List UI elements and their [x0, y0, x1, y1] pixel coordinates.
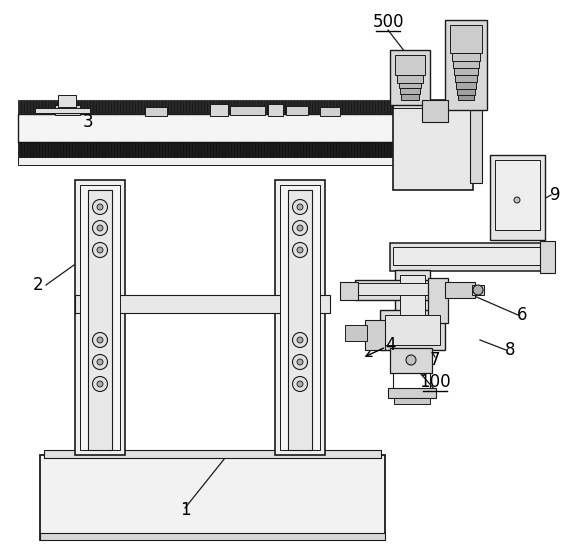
Bar	[390, 243, 545, 271]
Bar	[397, 75, 423, 83]
Bar	[456, 82, 476, 89]
Bar	[280, 185, 320, 450]
Circle shape	[93, 242, 107, 257]
Circle shape	[292, 376, 308, 391]
Circle shape	[297, 247, 303, 253]
Bar	[40, 455, 385, 540]
Bar	[18, 114, 418, 142]
Circle shape	[97, 247, 103, 253]
Bar	[380, 310, 445, 350]
Text: 7: 7	[430, 351, 440, 369]
Circle shape	[97, 204, 103, 210]
Bar	[340, 282, 358, 300]
Bar	[428, 278, 448, 323]
Bar	[393, 247, 541, 265]
Bar	[455, 75, 477, 82]
Circle shape	[97, 359, 103, 365]
Circle shape	[292, 221, 308, 236]
Bar	[458, 95, 474, 100]
Text: 3: 3	[83, 113, 93, 131]
Text: 4: 4	[384, 336, 395, 354]
Bar	[18, 100, 418, 114]
Bar	[470, 108, 482, 183]
Bar	[286, 106, 308, 115]
Bar	[75, 295, 330, 313]
Bar	[457, 89, 475, 95]
Bar	[275, 180, 325, 455]
Bar	[58, 95, 76, 107]
Circle shape	[97, 337, 103, 343]
Bar	[44, 450, 381, 458]
Text: 1: 1	[180, 501, 190, 519]
Bar	[450, 25, 482, 53]
Bar	[472, 285, 484, 295]
Circle shape	[93, 200, 107, 215]
Bar	[40, 533, 385, 540]
Bar	[288, 190, 312, 450]
Circle shape	[292, 242, 308, 257]
Bar	[445, 20, 487, 110]
Bar	[358, 283, 430, 295]
Bar	[400, 88, 420, 94]
Circle shape	[93, 376, 107, 391]
Bar	[540, 241, 555, 273]
Bar	[145, 107, 167, 116]
Bar	[355, 280, 435, 300]
Bar	[399, 83, 421, 88]
Circle shape	[297, 204, 303, 210]
Circle shape	[297, 359, 303, 365]
Bar	[400, 275, 425, 330]
Bar	[35, 108, 90, 113]
Text: 100: 100	[419, 373, 451, 391]
Bar	[490, 155, 545, 240]
Circle shape	[292, 332, 308, 348]
Circle shape	[97, 381, 103, 387]
Text: 8: 8	[505, 341, 515, 359]
Bar	[390, 348, 432, 373]
Bar	[18, 142, 418, 157]
Bar	[454, 68, 478, 75]
Bar	[393, 100, 473, 108]
Bar	[230, 106, 265, 115]
Bar	[80, 185, 120, 450]
Text: 2: 2	[33, 276, 43, 294]
Circle shape	[93, 332, 107, 348]
Circle shape	[97, 225, 103, 231]
Bar	[75, 180, 125, 455]
Bar	[390, 50, 430, 105]
Bar	[345, 325, 367, 341]
Bar	[453, 61, 479, 68]
Circle shape	[514, 197, 520, 203]
Bar	[395, 55, 425, 75]
Circle shape	[297, 225, 303, 231]
Circle shape	[406, 355, 416, 365]
Bar	[385, 315, 440, 345]
Bar	[445, 282, 475, 298]
Bar	[393, 100, 473, 190]
Bar	[88, 190, 112, 450]
Bar	[395, 270, 430, 335]
Circle shape	[292, 200, 308, 215]
Text: 500: 500	[372, 13, 404, 31]
Bar	[18, 157, 418, 165]
Bar	[422, 100, 448, 122]
Circle shape	[473, 285, 483, 295]
Bar	[452, 53, 480, 61]
Bar	[320, 107, 340, 116]
Circle shape	[93, 355, 107, 370]
Bar	[394, 398, 430, 404]
Bar	[268, 104, 283, 116]
Bar	[55, 105, 80, 115]
Text: 6: 6	[517, 306, 527, 324]
Circle shape	[292, 355, 308, 370]
Bar	[401, 94, 419, 100]
Bar	[365, 320, 385, 350]
Bar	[388, 388, 436, 398]
Circle shape	[93, 221, 107, 236]
Bar	[495, 160, 540, 230]
Bar	[210, 104, 228, 116]
Circle shape	[297, 381, 303, 387]
Text: 9: 9	[550, 186, 560, 204]
Circle shape	[297, 337, 303, 343]
